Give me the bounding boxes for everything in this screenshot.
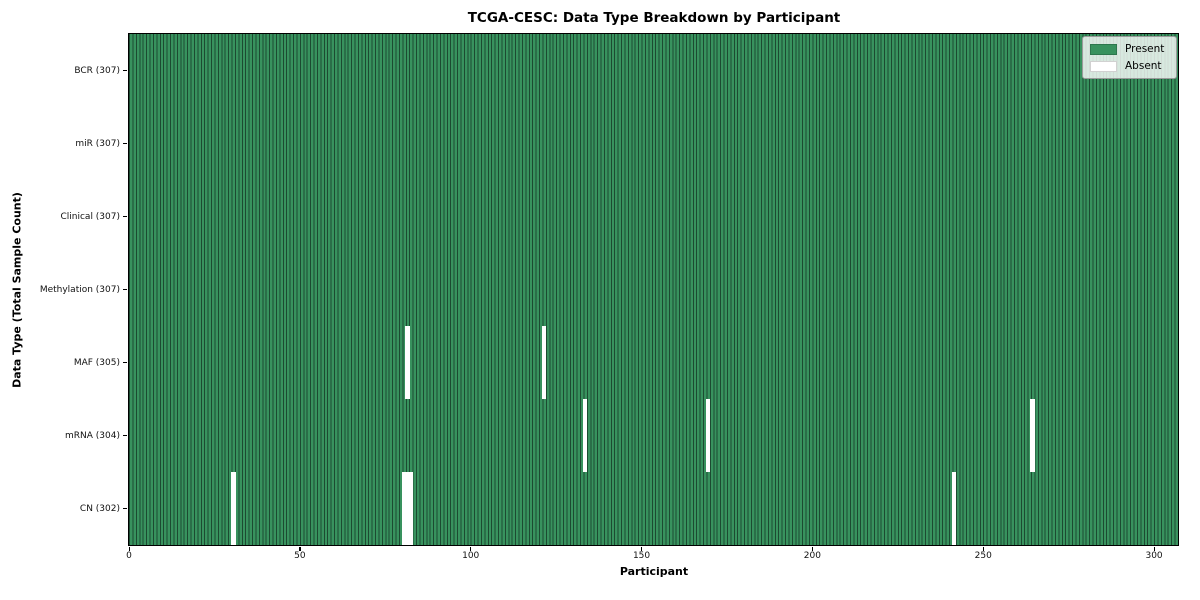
y-tick-label: Clinical (307) (60, 211, 120, 222)
x-tick-label: 250 (974, 551, 992, 561)
legend-item-present: Present (1090, 43, 1169, 55)
x-tick-mark (641, 546, 643, 551)
x-tick-label: 0 (126, 551, 132, 561)
x-tick-label: 300 (1145, 551, 1163, 561)
x-tick-mark (299, 546, 301, 551)
heatmap-row-mrna (129, 399, 1178, 472)
plot-area: BCR (307) miR (307) Clinical (307) Methylat… (40, 33, 1179, 561)
absent-cell (582, 399, 588, 472)
x-tick-mark (470, 546, 472, 551)
y-tick-mark (123, 508, 127, 510)
y-tick-mark (123, 216, 127, 218)
y-tick-label: Methylation (307) (39, 284, 120, 295)
x-tick-mark (811, 546, 814, 551)
absent-cell (1030, 399, 1036, 472)
absent-cell (705, 399, 711, 472)
heatmap-row-cn (129, 472, 1178, 545)
legend-swatch-absent-icon (1090, 60, 1117, 72)
absent-cell (401, 472, 407, 545)
y-tick-mark (123, 435, 127, 437)
y-axis-label: Data Type (Total Sample Count) (10, 192, 24, 388)
y-tick-label: BCR (307) (74, 65, 120, 76)
absent-cell (541, 326, 547, 399)
y-tick-label: mRNA (304) (65, 430, 120, 441)
heatmap-row-clinical (129, 180, 1178, 253)
x-axis-label: Participant (619, 565, 689, 578)
y-tick-label: miR (307) (75, 138, 120, 149)
y-tick-label: MAF (305) (73, 357, 120, 368)
legend-item-absent: Absent (1090, 60, 1169, 72)
x-tick-mark (1153, 546, 1155, 551)
x-tick-mark (128, 546, 130, 551)
legend-label-present: Present (1125, 43, 1165, 55)
heatmap-row-methylation (129, 253, 1178, 326)
absent-cell (408, 472, 414, 545)
x-tick-label: 200 (803, 551, 821, 561)
legend: Present Absent (1082, 36, 1177, 79)
y-tick-mark (123, 143, 127, 145)
y-tick-mark (123, 70, 127, 72)
x-tick-label: 50 (294, 551, 306, 561)
y-tick-mark (123, 362, 127, 364)
legend-swatch-present-icon (1090, 43, 1117, 55)
x-tick-label: 150 (632, 551, 651, 561)
chart-title: TCGA-CESC: Data Type Breakdown by Partic… (467, 10, 841, 26)
absent-cell (405, 326, 410, 399)
heatmap-row-bcr (129, 34, 1178, 107)
heatmap-row-maf (129, 326, 1178, 399)
x-tick-mark (982, 546, 984, 551)
y-tick-label: CN (302) (79, 503, 120, 514)
heatmap-row-mir (129, 107, 1178, 180)
y-tick-mark (123, 289, 127, 291)
absent-cell (405, 472, 410, 545)
absent-cell (951, 472, 957, 545)
absent-cell (230, 472, 236, 545)
legend-label-absent: Absent (1125, 60, 1162, 72)
x-tick-label: 100 (462, 551, 480, 561)
